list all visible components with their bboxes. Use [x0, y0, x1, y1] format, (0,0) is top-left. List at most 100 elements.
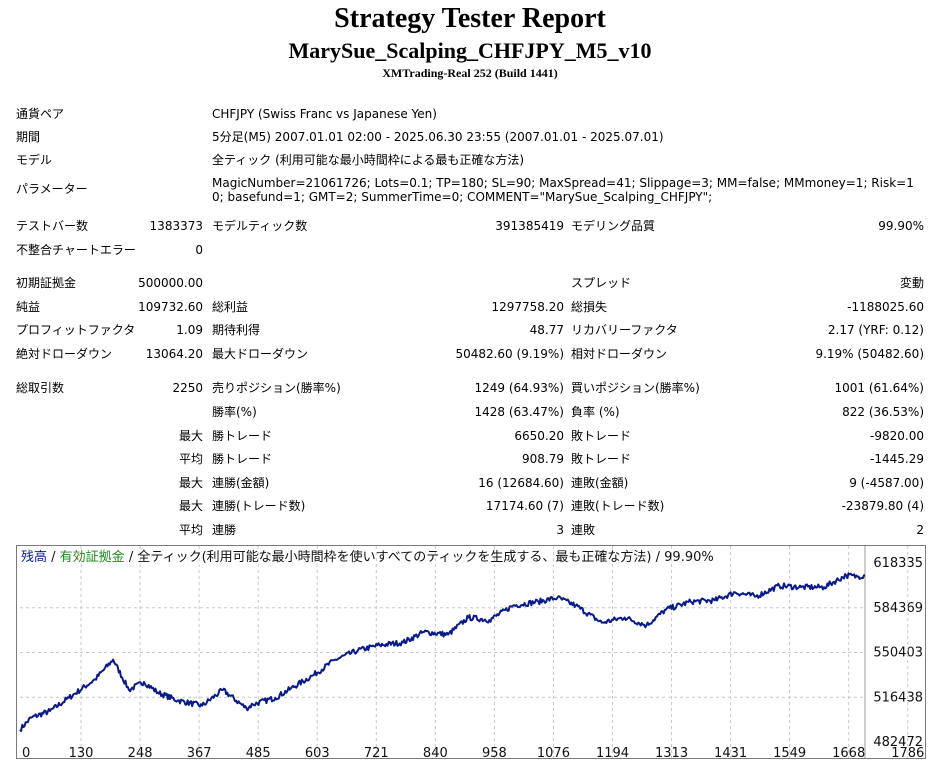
consecutive-wins-label: 連勝(金額) — [212, 476, 270, 490]
short-positions-value: 1249 (64.93%) — [474, 381, 564, 395]
x-tick-label: 840 — [423, 746, 448, 758]
maximum-label: 最大 — [178, 476, 203, 490]
quality-value: 99.90% — [878, 219, 924, 233]
consecutive-wins-value: 16 (12684.60) — [478, 476, 564, 490]
y-tick-label: 516438 — [873, 690, 923, 705]
legend-model: 全ティック(利用可能な最小時間枠を使いすべてのティックを生成する、最も正確な方法… — [137, 550, 652, 565]
average-loss-label: 敗トレード — [571, 452, 632, 466]
x-tick-label: 1668 — [832, 746, 865, 758]
balance-chart: 618335 584369 550403 516438 482472 0 130 248 367… — [16, 545, 926, 761]
y-tick-label: 482472 — [873, 735, 923, 750]
average-loss-value: -1445.29 — [870, 452, 924, 466]
absolute-drawdown-label: 絶対ドローダウン — [16, 347, 113, 361]
y-tick-label: 584369 — [873, 601, 923, 616]
x-tick-label: 603 — [305, 746, 330, 758]
consecutive-losses-label: 連敗(金額) — [571, 476, 629, 490]
consecutive-loss-label: 連敗(トレード数) — [571, 499, 665, 513]
expert-name: MarySue_Scalping_CHFJPY_M5_v10 — [288, 38, 652, 63]
long-positions-label: 買いポジション(勝率%) — [571, 381, 700, 395]
y-tick-label: 550403 — [873, 646, 923, 661]
average-profit-label: 勝トレード — [212, 452, 273, 466]
consecutive-profit-value: 17174.60 (7) — [485, 499, 564, 513]
expected-payoff-value: 48.77 — [529, 323, 564, 337]
average-consecutive-label: 平均 — [178, 523, 203, 537]
largest-loss-label: 敗トレード — [571, 429, 632, 443]
gross-loss-label: 総損失 — [571, 300, 608, 314]
errors-value: 0 — [195, 243, 203, 257]
legend-separator: / — [124, 550, 138, 565]
period-value: 5分足(M5) 2007.01.01 02:00 - 2025.06.30 23… — [212, 130, 664, 144]
report-title: Strategy Tester Report — [334, 3, 606, 34]
period-label: 期間 — [16, 130, 41, 144]
consecutive-profit-label: 連勝(トレード数) — [212, 499, 306, 513]
profit-factor-value: 1.09 — [176, 323, 203, 337]
maximal-label: 最大 — [178, 499, 203, 513]
symbol-label: 通貨ペア — [16, 107, 65, 121]
recovery-factor-label: リカバリーファクタ — [571, 323, 678, 337]
net-profit-label: 純益 — [16, 300, 41, 314]
y-tick-label: 618335 — [873, 556, 923, 571]
relative-drawdown-label: 相対ドローダウン — [571, 347, 668, 361]
largest-label: 最大 — [178, 429, 203, 443]
absolute-drawdown-value: 13064.20 — [145, 347, 203, 361]
x-tick-label: 1076 — [537, 746, 570, 758]
errors-label: 不整合チャートエラー — [16, 243, 136, 257]
consecutive-losses-value: 9 (-4587.00) — [849, 476, 924, 490]
maximal-drawdown-value: 50482.60 (9.19%) — [455, 347, 564, 361]
x-tick-label: 958 — [482, 746, 507, 758]
x-tick-label: 721 — [364, 746, 389, 758]
balance-chart-svg: 618335 584369 550403 516438 482472 0 130 248 367… — [19, 546, 924, 761]
gross-profit-label: 総利益 — [212, 300, 249, 314]
spread-value: 変動 — [899, 276, 924, 290]
model-value: 全ティック (利用可能な最小時間枠による最も正確な方法) — [212, 153, 525, 167]
gross-loss-value: -1188025.60 — [847, 300, 924, 314]
profit-trades-label: 勝率(%) — [212, 405, 257, 419]
deposit-value: 500000.00 — [138, 276, 203, 290]
legend-separator: / — [651, 550, 665, 565]
legend-separator: / — [47, 550, 60, 565]
bars-value: 1383373 — [149, 219, 203, 233]
bars-label: テストバー数 — [16, 219, 89, 233]
spread-label: スプレッド — [571, 276, 632, 290]
legend-equity: 有効証拠金 — [59, 550, 125, 565]
x-tick-label: 130 — [69, 746, 94, 758]
server-build: XMTrading-Real 252 (Build 1441) — [382, 66, 558, 80]
loss-trades-value: 822 (36.53%) — [842, 405, 924, 419]
deposit-label: 初期証拠金 — [16, 276, 77, 290]
profit-trades-value: 1428 (63.47%) — [474, 405, 564, 419]
legend-quality: 99.90% — [664, 550, 714, 565]
ticks-label: モデルティック数 — [212, 219, 308, 233]
legend-balance: 残高 — [21, 550, 48, 565]
x-tick-label: 0 — [22, 746, 30, 758]
profit-factor-label: プロフィットファクタ — [16, 323, 136, 337]
x-tick-label: 1431 — [714, 746, 747, 758]
total-trades-value: 2250 — [172, 381, 203, 395]
average-consecutive-losses-label: 連敗 — [571, 523, 596, 537]
average-label: 平均 — [178, 452, 203, 466]
parameters-value: MagicNumber=21061726; Lots=0.1; TP=180; … — [212, 176, 914, 204]
x-tick-label: 1313 — [655, 746, 688, 758]
loss-trades-label: 負率 (%) — [571, 405, 620, 419]
x-tick-label: 367 — [187, 746, 212, 758]
quality-label: モデリング品質 — [571, 219, 656, 233]
largest-profit-label: 勝トレード — [212, 429, 273, 443]
largest-loss-value: -9820.00 — [870, 429, 924, 443]
x-tick-label: 1549 — [773, 746, 806, 758]
expected-payoff-label: 期待利得 — [212, 323, 261, 337]
net-profit-value: 109732.60 — [138, 300, 203, 314]
average-consecutive-wins-label: 連勝 — [212, 523, 237, 537]
model-label: モデル — [16, 153, 53, 167]
average-consecutive-wins-value: 3 — [556, 523, 564, 537]
chart-legend: 残高 / 有効証拠金 / 全ティック(利用可能な最小時間枠を使いすべてのティック… — [21, 549, 714, 567]
recovery-factor-value: 2.17 (YRF: 0.12) — [827, 323, 924, 337]
relative-drawdown-value: 9.19% (50482.60) — [815, 347, 924, 361]
maximal-drawdown-label: 最大ドローダウン — [212, 347, 309, 361]
average-consecutive-losses-value: 2 — [916, 523, 924, 537]
x-tick-label: 485 — [246, 746, 271, 758]
largest-profit-value: 6650.20 — [514, 429, 564, 443]
balance-line — [19, 572, 866, 732]
total-trades-label: 総取引数 — [16, 381, 65, 395]
average-profit-value: 908.79 — [522, 452, 564, 466]
x-tick-label: 248 — [128, 746, 153, 758]
parameters-label: パラメーター — [16, 182, 88, 196]
